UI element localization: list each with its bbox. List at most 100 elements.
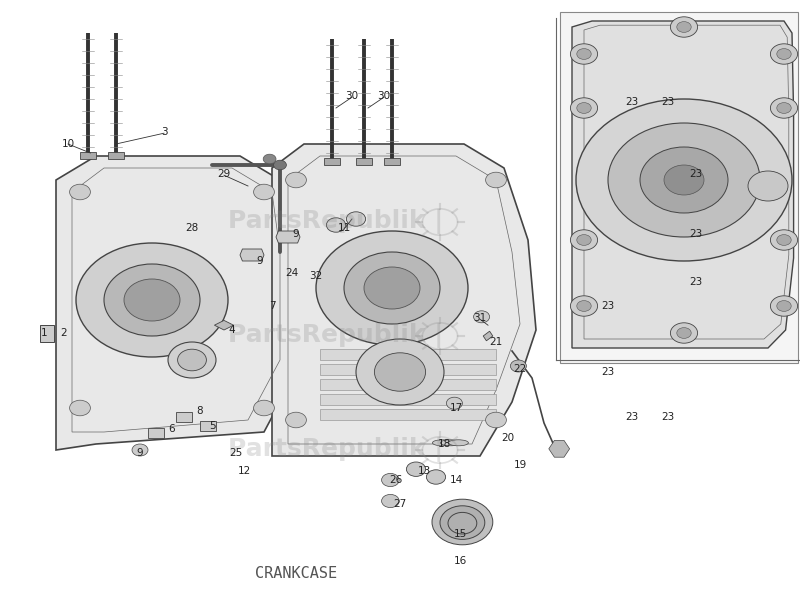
Circle shape <box>570 98 598 118</box>
Circle shape <box>748 171 788 201</box>
Polygon shape <box>320 379 496 390</box>
Text: 2: 2 <box>61 328 67 338</box>
Text: 5: 5 <box>209 421 215 431</box>
Circle shape <box>486 172 506 188</box>
Circle shape <box>576 99 792 261</box>
Text: 4: 4 <box>229 325 235 335</box>
Circle shape <box>382 473 399 487</box>
Circle shape <box>677 328 691 338</box>
Text: 23: 23 <box>690 277 702 287</box>
Polygon shape <box>240 249 264 261</box>
Circle shape <box>326 218 346 232</box>
Text: 21: 21 <box>490 337 502 347</box>
Text: 31: 31 <box>474 313 486 323</box>
Circle shape <box>374 353 426 391</box>
Text: 23: 23 <box>662 412 674 422</box>
Polygon shape <box>560 12 798 363</box>
Text: PartsRepublik |: PartsRepublik | <box>228 209 444 235</box>
Text: 18: 18 <box>438 439 450 449</box>
Text: 11: 11 <box>338 223 350 233</box>
Circle shape <box>286 172 306 188</box>
Text: 23: 23 <box>690 169 702 179</box>
Circle shape <box>254 184 274 200</box>
Circle shape <box>510 360 526 372</box>
Text: 23: 23 <box>602 301 614 311</box>
Text: 8: 8 <box>197 406 203 416</box>
Circle shape <box>132 444 148 456</box>
Circle shape <box>364 267 420 309</box>
Circle shape <box>474 311 490 323</box>
Ellipse shape <box>449 440 469 446</box>
Circle shape <box>570 44 598 64</box>
Text: PartsRepublik |: PartsRepublik | <box>228 437 444 463</box>
Text: 22: 22 <box>514 364 526 374</box>
Text: 30: 30 <box>346 91 358 101</box>
Text: 16: 16 <box>454 556 466 566</box>
Text: 13: 13 <box>418 466 430 476</box>
Text: 28: 28 <box>186 223 198 233</box>
Circle shape <box>124 279 180 321</box>
Circle shape <box>577 49 591 59</box>
Text: 12: 12 <box>238 466 250 476</box>
Text: 20: 20 <box>502 433 514 443</box>
Circle shape <box>344 252 440 324</box>
Text: 15: 15 <box>454 529 466 539</box>
Text: 23: 23 <box>690 229 702 239</box>
Circle shape <box>286 412 306 428</box>
Bar <box>148 428 164 438</box>
Text: 24: 24 <box>286 268 298 278</box>
Text: 14: 14 <box>450 475 462 485</box>
Circle shape <box>777 235 791 245</box>
Ellipse shape <box>441 440 461 446</box>
Text: 9: 9 <box>137 448 143 458</box>
Circle shape <box>577 103 591 113</box>
Circle shape <box>770 98 798 118</box>
Text: 17: 17 <box>450 403 462 413</box>
Circle shape <box>640 147 728 213</box>
Circle shape <box>770 230 798 250</box>
Text: 9: 9 <box>257 256 263 266</box>
Circle shape <box>316 231 468 345</box>
Circle shape <box>664 165 704 195</box>
Circle shape <box>770 296 798 316</box>
Circle shape <box>346 212 366 226</box>
Circle shape <box>777 103 791 113</box>
Circle shape <box>608 123 760 237</box>
Circle shape <box>570 296 598 316</box>
Text: 23: 23 <box>662 97 674 107</box>
Polygon shape <box>320 364 496 375</box>
Polygon shape <box>276 231 300 243</box>
Circle shape <box>168 342 216 378</box>
Text: 30: 30 <box>378 91 390 101</box>
Text: 23: 23 <box>602 367 614 377</box>
Circle shape <box>670 17 698 37</box>
Bar <box>200 421 216 431</box>
Bar <box>356 158 372 165</box>
Circle shape <box>406 462 426 476</box>
Circle shape <box>577 301 591 311</box>
Bar <box>40 325 54 342</box>
Bar <box>108 152 124 159</box>
Circle shape <box>677 22 691 32</box>
Text: 9: 9 <box>293 229 299 239</box>
Circle shape <box>577 235 591 245</box>
Circle shape <box>486 412 506 428</box>
Circle shape <box>70 184 90 200</box>
Circle shape <box>570 230 598 250</box>
Circle shape <box>76 243 228 357</box>
Polygon shape <box>320 409 496 420</box>
Polygon shape <box>272 144 536 456</box>
Text: 19: 19 <box>514 460 526 470</box>
Text: CRANKCASE: CRANKCASE <box>255 565 337 581</box>
Circle shape <box>382 494 399 508</box>
Text: PartsRepublik |: PartsRepublik | <box>228 323 444 349</box>
Bar <box>80 152 96 159</box>
Circle shape <box>70 400 90 416</box>
Bar <box>176 412 192 422</box>
Ellipse shape <box>433 440 453 446</box>
Text: 32: 32 <box>310 271 322 281</box>
Text: 7: 7 <box>269 301 275 311</box>
Circle shape <box>670 323 698 343</box>
Circle shape <box>274 160 286 170</box>
Circle shape <box>426 470 446 484</box>
